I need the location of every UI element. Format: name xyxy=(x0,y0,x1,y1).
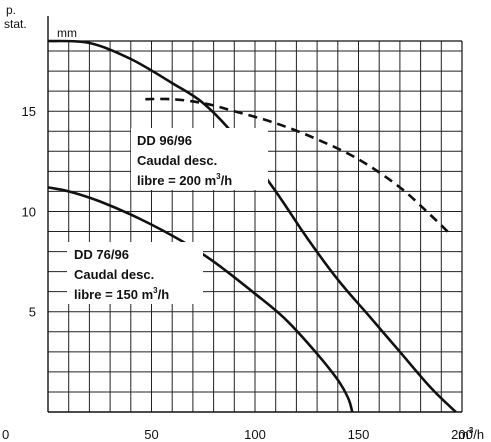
x-tick-labels: 0 50 100 150 200 xyxy=(2,427,473,442)
annotation-dd96: DD 96/96 Caudal desc. libre = 200 m3/h xyxy=(131,128,268,190)
y-tick-labels: 5 10 15 xyxy=(22,104,36,320)
x-tick-label: 150 xyxy=(348,427,370,442)
x-axis-unit-main: m xyxy=(458,427,469,442)
y-tick-label: 5 xyxy=(29,305,36,320)
annotation-dd76-box xyxy=(67,242,203,304)
series-line-3 xyxy=(47,186,354,413)
x-tick-label: 0 xyxy=(2,427,9,442)
annotation-dd76-suffix: /h xyxy=(158,287,170,302)
curves xyxy=(47,39,457,413)
y-axis-unit: mm xyxy=(57,26,77,40)
annotation-dd76-line-3: libre = 150 m3/h xyxy=(74,286,169,302)
annotation-dd96-line-3: libre = 200 m3/h xyxy=(137,172,232,188)
annotation-dd76-line-2: Caudal desc. xyxy=(74,267,154,282)
annotation-dd76: DD 76/96 Caudal desc. libre = 150 m3/h xyxy=(67,242,203,304)
x-axis-unit-suffix: /h xyxy=(473,427,484,442)
annotation-dd96-line-2: Caudal desc. xyxy=(137,153,217,168)
series-line-2 xyxy=(145,97,453,237)
x-tick-label: 100 xyxy=(244,427,266,442)
series-line-1 xyxy=(47,39,457,413)
x-tick-label: 50 xyxy=(144,427,158,442)
x-axis-unit: m3/h xyxy=(458,426,484,442)
annotation-dd96-sup: 3 xyxy=(216,172,221,181)
annotation-dd76-sup: 3 xyxy=(153,286,158,295)
annotation-dd76-line-3-main: libre = 150 m xyxy=(74,287,153,302)
y-axis-label-line-1: p. xyxy=(6,3,16,17)
annotation-dd96-box xyxy=(131,128,268,190)
annotation-dd96-line-1: DD 96/96 xyxy=(137,133,192,148)
annotation-dd76-line-1: DD 76/96 xyxy=(74,247,129,262)
grid xyxy=(48,41,462,412)
y-tick-label: 10 xyxy=(22,204,36,219)
y-axis-label-line-2: stat. xyxy=(4,17,27,31)
x-axis-unit-sup: 3 xyxy=(469,426,474,435)
annotation-dd96-line-3-main: libre = 200 m xyxy=(137,173,216,188)
plot-frame xyxy=(47,16,463,413)
annotation-dd96-suffix: /h xyxy=(221,173,233,188)
y-tick-label: 15 xyxy=(22,104,36,119)
x-tick-label: 200 xyxy=(451,427,473,442)
